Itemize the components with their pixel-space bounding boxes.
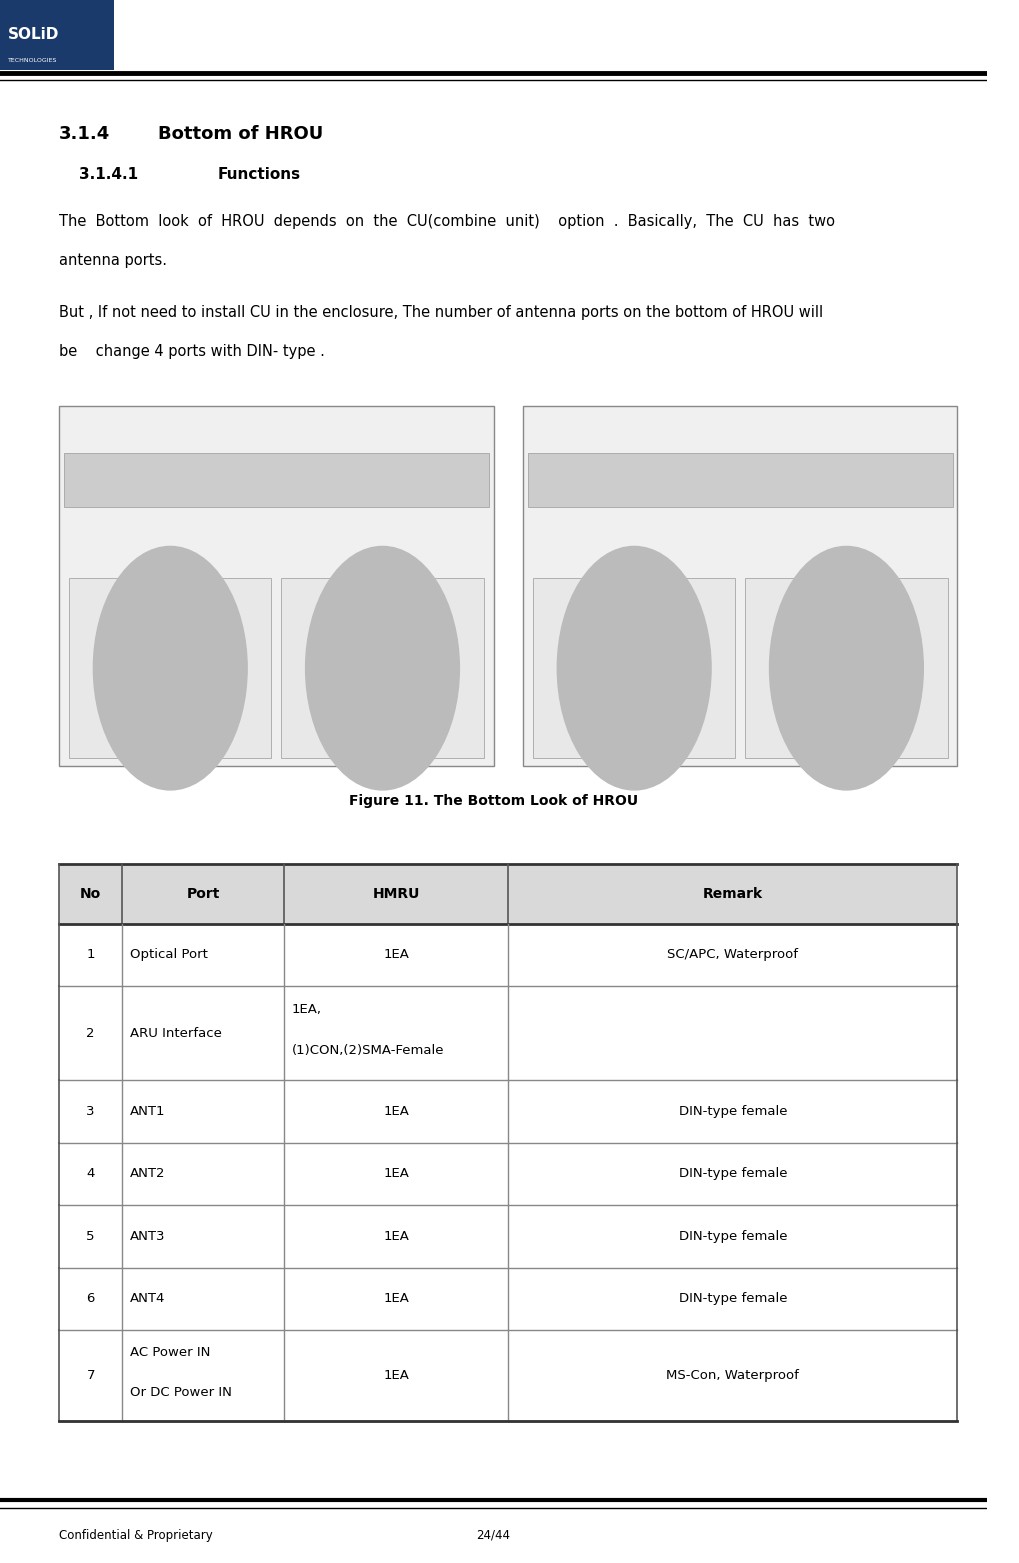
Text: antenna ports.: antenna ports. (59, 253, 167, 269)
Bar (533, 578, 735, 758)
Bar (528, 453, 952, 506)
Bar (745, 578, 947, 758)
Bar (281, 578, 483, 758)
Bar (64, 453, 488, 506)
Text: 2: 2 (87, 1027, 95, 1039)
Text: ANT4: ANT4 (129, 1293, 165, 1305)
Text: MS-Con, Waterproof: MS-Con, Waterproof (665, 1369, 799, 1382)
Text: HMRU: HMRU (372, 888, 420, 900)
Text: be    change 4 ports with DIN- type .: be change 4 ports with DIN- type . (59, 344, 325, 359)
Text: The  Bottom  look  of  HROU  depends  on  the  CU(combine  unit)    option  .  B: The Bottom look of HROU depends on the C… (59, 214, 835, 230)
Text: DIN-type female: DIN-type female (678, 1230, 787, 1243)
Text: 1: 1 (87, 949, 95, 961)
Bar (69, 578, 271, 758)
Text: 3.1.4.1: 3.1.4.1 (78, 167, 138, 183)
Text: ANT2: ANT2 (129, 1168, 165, 1180)
Text: ANT1: ANT1 (129, 1105, 165, 1118)
Text: SOLiD: SOLiD (8, 27, 59, 42)
Bar (59, 1205, 957, 1268)
Bar (59, 986, 957, 1080)
Text: Functions: Functions (217, 167, 300, 183)
Text: 1EA: 1EA (383, 949, 409, 961)
Text: 4: 4 (87, 1168, 95, 1180)
Text: Figure 11. The Bottom Look of HROU: Figure 11. The Bottom Look of HROU (348, 794, 638, 808)
Text: DIN-type female: DIN-type female (678, 1168, 787, 1180)
Text: DIN-type female: DIN-type female (678, 1105, 787, 1118)
Text: No: No (79, 888, 101, 900)
FancyBboxPatch shape (59, 406, 493, 766)
Text: Port: Port (186, 888, 219, 900)
Circle shape (94, 547, 247, 789)
Text: Confidential & Proprietary: Confidential & Proprietary (59, 1529, 213, 1541)
Text: 5: 5 (87, 1230, 95, 1243)
Circle shape (306, 547, 459, 789)
Text: Bottom of HROU: Bottom of HROU (158, 125, 323, 144)
Text: SC/APC, Waterproof: SC/APC, Waterproof (666, 949, 798, 961)
Text: Remark: Remark (702, 888, 762, 900)
Text: Optical Port: Optical Port (129, 949, 208, 961)
Text: 24/44: 24/44 (476, 1529, 511, 1541)
FancyBboxPatch shape (0, 0, 113, 70)
Bar (59, 864, 957, 924)
Circle shape (768, 547, 922, 789)
Text: ARU Interface: ARU Interface (129, 1027, 222, 1039)
Text: 3: 3 (87, 1105, 95, 1118)
Text: 1EA: 1EA (383, 1293, 409, 1305)
Bar (59, 1143, 957, 1205)
Text: DIN-type female: DIN-type female (678, 1293, 787, 1305)
Text: 1EA: 1EA (383, 1230, 409, 1243)
Text: 1EA: 1EA (383, 1369, 409, 1382)
Bar (59, 1330, 957, 1421)
Bar (59, 924, 957, 986)
Bar (59, 1080, 957, 1143)
Bar (59, 1268, 957, 1330)
Text: But , If not need to install CU in the enclosure, The number of antenna ports on: But , If not need to install CU in the e… (59, 305, 822, 320)
Text: (1)CON,(2)SMA-Female: (1)CON,(2)SMA-Female (291, 1044, 443, 1058)
Circle shape (556, 547, 710, 789)
Text: 3.1.4: 3.1.4 (59, 125, 110, 144)
Text: 7: 7 (87, 1369, 95, 1382)
Text: 1EA,: 1EA, (291, 1003, 321, 1016)
FancyBboxPatch shape (523, 406, 957, 766)
Text: 6: 6 (87, 1293, 95, 1305)
Text: Or DC Power IN: Or DC Power IN (129, 1386, 231, 1399)
Text: 1EA: 1EA (383, 1105, 409, 1118)
Text: 1EA: 1EA (383, 1168, 409, 1180)
Text: ANT3: ANT3 (129, 1230, 165, 1243)
Text: TECHNOLOGIES: TECHNOLOGIES (8, 58, 57, 64)
Text: AC Power IN: AC Power IN (129, 1346, 210, 1360)
